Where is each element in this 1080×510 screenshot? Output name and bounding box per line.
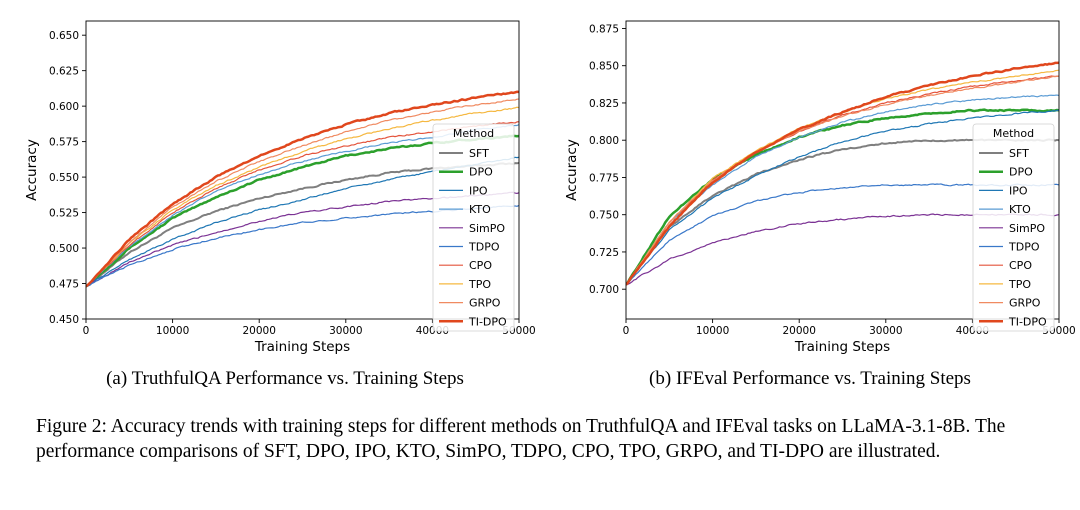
- y-tick-label: 0.875: [589, 23, 619, 35]
- legend-label: TDPO: [1008, 241, 1040, 254]
- series-line-grpo: [86, 98, 519, 287]
- x-tick-label: 20000: [782, 325, 815, 337]
- x-axis-label: Training Steps: [794, 339, 890, 355]
- ifeval-chart: 0 10000 20000 30000 40000 500000.7000.7250.75…: [564, 20, 1076, 355]
- y-tick-label: 0.750: [589, 210, 619, 222]
- legend-title: Method: [993, 127, 1034, 140]
- y-tick-label: 0.850: [589, 61, 619, 73]
- legend-label: TPO: [468, 278, 491, 291]
- y-tick-label: 0.500: [49, 243, 79, 255]
- legend-label: IPO: [469, 184, 488, 197]
- x-tick-label: 10000: [156, 325, 189, 337]
- subcaption-b: (b) IFEval Performance vs. Training Step…: [649, 368, 971, 389]
- legend-label: CPO: [469, 259, 492, 272]
- legend-label: GRPO: [1009, 297, 1041, 310]
- y-tick-label: 0.575: [49, 136, 79, 148]
- truthfulqa-chart: 0 10000 20000 30000 40000 500000.4500.4750.50…: [24, 20, 536, 355]
- y-tick-label: 0.775: [589, 172, 619, 184]
- legend-label: TDPO: [468, 241, 500, 254]
- y-tick-label: 0.700: [589, 284, 619, 296]
- series-line-dpo: [626, 108, 1059, 286]
- legend-label: DPO: [469, 166, 493, 179]
- series-line-ti-dpo: [626, 61, 1059, 286]
- legend-label: TI-DPO: [468, 315, 507, 328]
- y-tick-label: 0.725: [589, 247, 619, 259]
- y-tick-label: 0.475: [49, 278, 79, 290]
- x-axis-label: Training Steps: [254, 339, 350, 355]
- y-tick-label: 0.625: [49, 65, 79, 77]
- series-line-ipo: [626, 109, 1059, 286]
- plot-frame: [85, 20, 520, 320]
- subcaption-a: (a) TruthfulQA Performance vs. Training …: [106, 368, 464, 389]
- legend-label: IPO: [1009, 184, 1028, 197]
- legend-label: KTO: [469, 203, 491, 216]
- x-tick-label: 30000: [869, 325, 902, 337]
- legend-label: CPO: [1009, 259, 1032, 272]
- legend-label: GRPO: [469, 297, 501, 310]
- legend-box: [432, 123, 515, 332]
- legend-label: SFT: [469, 147, 489, 160]
- legend-label: SimPO: [469, 222, 505, 235]
- legend-label: SimPO: [1009, 222, 1045, 235]
- x-tick-label: 0: [623, 325, 630, 337]
- y-tick-label: 0.800: [589, 135, 619, 147]
- series-line-grpo: [626, 75, 1059, 286]
- legend-label: KTO: [1009, 203, 1031, 216]
- plot-frame: [625, 20, 1060, 320]
- y-tick-label: 0.600: [49, 101, 79, 113]
- series-line-tpo: [86, 106, 519, 287]
- y-tick-label: 0.525: [49, 207, 79, 219]
- x-tick-label: 10000: [696, 325, 729, 337]
- y-axis-label: Accuracy: [564, 139, 580, 201]
- y-tick-label: 0.550: [49, 172, 79, 184]
- legend-label: TPO: [1008, 278, 1031, 291]
- y-tick-label: 0.450: [49, 314, 79, 326]
- legend-label: DPO: [1009, 166, 1033, 179]
- legend-box: [972, 123, 1055, 332]
- y-tick-label: 0.825: [589, 98, 619, 110]
- x-tick-label: 0: [83, 325, 90, 337]
- series-line-ti-dpo: [86, 90, 519, 288]
- figure-caption: Figure 2: Accuracy trends with training …: [36, 416, 1006, 462]
- x-tick-label: 30000: [329, 325, 362, 337]
- y-axis-label: Accuracy: [24, 139, 40, 201]
- legend-label: SFT: [1009, 147, 1029, 160]
- x-tick-label: 20000: [242, 325, 275, 337]
- y-tick-label: 0.650: [49, 30, 79, 42]
- legend-label: TI-DPO: [1008, 315, 1047, 328]
- legend-title: Method: [453, 127, 494, 140]
